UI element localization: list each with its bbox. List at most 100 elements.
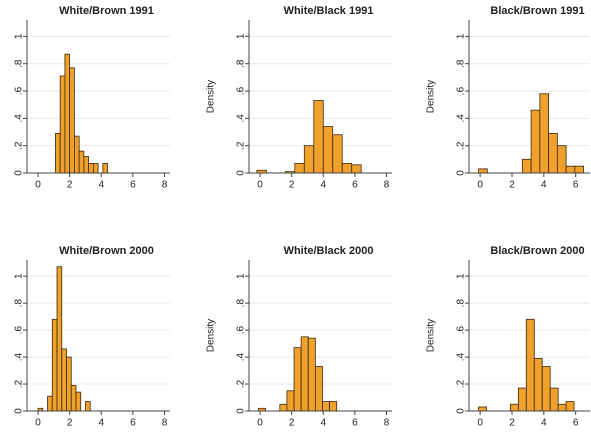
bar [279, 403, 288, 412]
y-tick-label: .8 [14, 299, 25, 308]
y-tick-label: .8 [456, 59, 467, 68]
bar [548, 132, 558, 174]
bar [70, 384, 77, 412]
bar [557, 403, 567, 412]
y-tick-label: .4 [456, 352, 467, 361]
y-axis-label: Density [206, 319, 217, 352]
bar [341, 163, 353, 174]
chart-title: White/Brown 1991 [59, 5, 154, 17]
chart-title: White/Black 2000 [284, 245, 374, 257]
y-tick-label: .2 [236, 141, 247, 150]
x-tick-label: 0 [257, 418, 263, 429]
bar [303, 145, 315, 174]
y-tick-label: 0 [14, 170, 25, 176]
y-tick-label: .4 [14, 114, 25, 123]
y-tick-label: .4 [236, 114, 247, 123]
y-tick-label: .6 [14, 326, 25, 335]
bar [322, 401, 330, 412]
y-tick-label: .2 [456, 141, 467, 150]
bar [294, 163, 305, 174]
bar [286, 390, 295, 412]
bar [78, 150, 85, 174]
x-tick-label: 4 [541, 180, 547, 191]
bar [64, 53, 71, 174]
y-tick-label: .8 [236, 299, 247, 308]
bar [539, 93, 550, 174]
y-tick-label: .4 [236, 352, 247, 361]
x-tick-label: 4 [98, 418, 104, 429]
x-tick-label: 0 [477, 418, 483, 429]
x-tick-label: 0 [35, 418, 41, 429]
bar [102, 163, 108, 174]
x-tick-label: 8 [162, 418, 168, 429]
x-tick-label: 4 [541, 418, 547, 429]
y-tick-label: 0 [236, 170, 247, 176]
bar [556, 145, 567, 174]
y-tick-label: 1 [456, 273, 467, 279]
y-tick-label: 0 [14, 408, 25, 414]
y-tick-label: .6 [236, 86, 247, 95]
bar [83, 156, 90, 174]
bar [322, 126, 334, 174]
bar [565, 165, 576, 174]
y-tick-label: .2 [14, 379, 25, 388]
x-tick-label: 6 [352, 180, 358, 191]
x-tick-label: 2 [289, 180, 295, 191]
y-tick-label: .6 [456, 86, 467, 95]
x-tick-label: 6 [352, 418, 358, 429]
bar [351, 164, 362, 174]
y-tick-label: .6 [456, 326, 467, 335]
x-tick-label: 6 [130, 180, 136, 191]
bar [300, 336, 309, 412]
chart-title: White/Black 1991 [284, 5, 374, 17]
bar [478, 406, 487, 412]
bar [314, 366, 323, 412]
y-tick-label: 1 [14, 273, 25, 279]
y-tick-label: .4 [14, 352, 25, 361]
y-tick-label: 0 [236, 408, 247, 414]
bar [55, 132, 61, 174]
x-tick-label: 8 [384, 180, 390, 191]
y-tick-label: .4 [456, 114, 467, 123]
y-tick-label: .8 [14, 59, 25, 68]
bar [307, 337, 316, 412]
chart-title: Black/Brown 1991 [490, 5, 584, 17]
x-tick-label: 4 [320, 180, 326, 191]
bar [47, 395, 53, 412]
bar [525, 318, 535, 412]
chart-title: Black/Brown 2000 [490, 245, 584, 257]
x-tick-label: 0 [477, 180, 483, 191]
y-axis-label: Density [426, 80, 437, 113]
bar [75, 391, 82, 412]
y-tick-label: .2 [236, 379, 247, 388]
bar [533, 358, 543, 412]
bar [565, 401, 575, 412]
y-tick-label: 1 [236, 273, 247, 279]
y-tick-label: 1 [14, 33, 25, 39]
bar [85, 401, 91, 412]
x-tick-label: 6 [573, 418, 579, 429]
x-tick-label: 6 [573, 180, 579, 191]
x-tick-label: 2 [509, 418, 515, 429]
bar [69, 67, 75, 174]
bar [478, 168, 488, 174]
bar [61, 348, 67, 412]
bar [66, 356, 72, 412]
y-tick-label: 1 [236, 33, 247, 39]
bar [293, 347, 302, 412]
x-tick-label: 2 [67, 180, 73, 191]
y-tick-label: .8 [236, 59, 247, 68]
y-tick-label: .2 [456, 379, 467, 388]
chart-title: White/Brown 2000 [59, 245, 154, 257]
bar [51, 318, 58, 412]
bar [88, 163, 94, 174]
bar [549, 387, 559, 412]
y-axis-label: Density [206, 80, 217, 113]
x-tick-label: 4 [98, 180, 104, 191]
bar [332, 134, 343, 174]
bar [509, 403, 519, 412]
y-tick-label: .6 [236, 326, 247, 335]
bar [530, 109, 541, 174]
x-tick-label: 6 [130, 418, 136, 429]
bar [313, 100, 324, 174]
